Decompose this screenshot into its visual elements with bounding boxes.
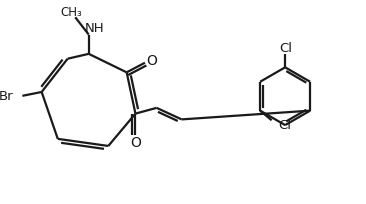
Text: Cl: Cl: [279, 118, 291, 131]
Text: O: O: [146, 54, 157, 68]
Text: CH₃: CH₃: [60, 6, 82, 19]
Text: Cl: Cl: [279, 41, 292, 54]
Text: O: O: [131, 135, 141, 149]
Text: Br: Br: [0, 90, 14, 103]
Text: NH: NH: [85, 22, 104, 35]
